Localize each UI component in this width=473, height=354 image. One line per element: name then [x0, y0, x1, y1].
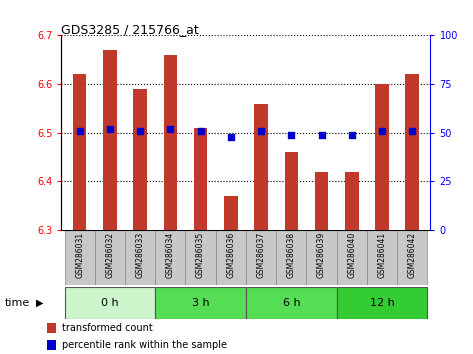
Bar [375, 84, 389, 230]
Bar [73, 74, 87, 230]
Bar [47, 323, 56, 333]
Text: GSM286038: GSM286038 [287, 232, 296, 278]
Text: GSM286033: GSM286033 [136, 232, 145, 278]
Bar [345, 172, 359, 230]
Bar [103, 50, 117, 230]
Bar [397, 230, 428, 285]
Bar [337, 230, 367, 285]
Bar [285, 152, 298, 230]
Bar [194, 128, 207, 230]
Text: 12 h: 12 h [370, 298, 394, 308]
Bar [246, 287, 337, 319]
Point [409, 128, 416, 133]
Point [166, 126, 174, 132]
Bar [254, 104, 268, 230]
Text: 3 h: 3 h [192, 298, 210, 308]
Text: GSM286039: GSM286039 [317, 232, 326, 278]
Text: GSM286031: GSM286031 [75, 232, 84, 278]
Text: GSM286034: GSM286034 [166, 232, 175, 278]
Point [197, 128, 204, 133]
Text: GSM286037: GSM286037 [256, 232, 265, 278]
Point [288, 132, 295, 138]
Text: ▶: ▶ [35, 298, 43, 308]
Bar [64, 287, 155, 319]
Bar [216, 230, 246, 285]
Bar [367, 230, 397, 285]
Bar [315, 172, 328, 230]
Bar [155, 287, 246, 319]
Bar [64, 230, 95, 285]
Bar [95, 230, 125, 285]
Text: GSM286041: GSM286041 [377, 232, 386, 278]
Text: percentile rank within the sample: percentile rank within the sample [62, 340, 227, 350]
Text: 6 h: 6 h [282, 298, 300, 308]
Bar [307, 230, 337, 285]
Bar [276, 230, 307, 285]
Point [318, 132, 325, 138]
Bar [125, 230, 155, 285]
Text: transformed count: transformed count [62, 323, 153, 333]
Bar [224, 196, 237, 230]
Point [378, 128, 386, 133]
Point [348, 132, 356, 138]
Bar [185, 230, 216, 285]
Text: time: time [5, 298, 30, 308]
Point [257, 128, 265, 133]
Text: GSM286035: GSM286035 [196, 232, 205, 278]
Text: GSM286032: GSM286032 [105, 232, 114, 278]
Text: GSM286042: GSM286042 [408, 232, 417, 278]
Bar [405, 74, 419, 230]
Point [76, 128, 83, 133]
Text: 0 h: 0 h [101, 298, 119, 308]
Bar [246, 230, 276, 285]
Point [106, 126, 114, 132]
Bar [337, 287, 428, 319]
Point [227, 134, 235, 139]
Bar [164, 55, 177, 230]
Text: GSM286040: GSM286040 [347, 232, 356, 278]
Text: GSM286036: GSM286036 [227, 232, 236, 278]
Text: GDS3285 / 215766_at: GDS3285 / 215766_at [61, 23, 199, 36]
Point [136, 128, 144, 133]
Bar [155, 230, 185, 285]
Bar [133, 89, 147, 230]
Bar [47, 340, 56, 350]
